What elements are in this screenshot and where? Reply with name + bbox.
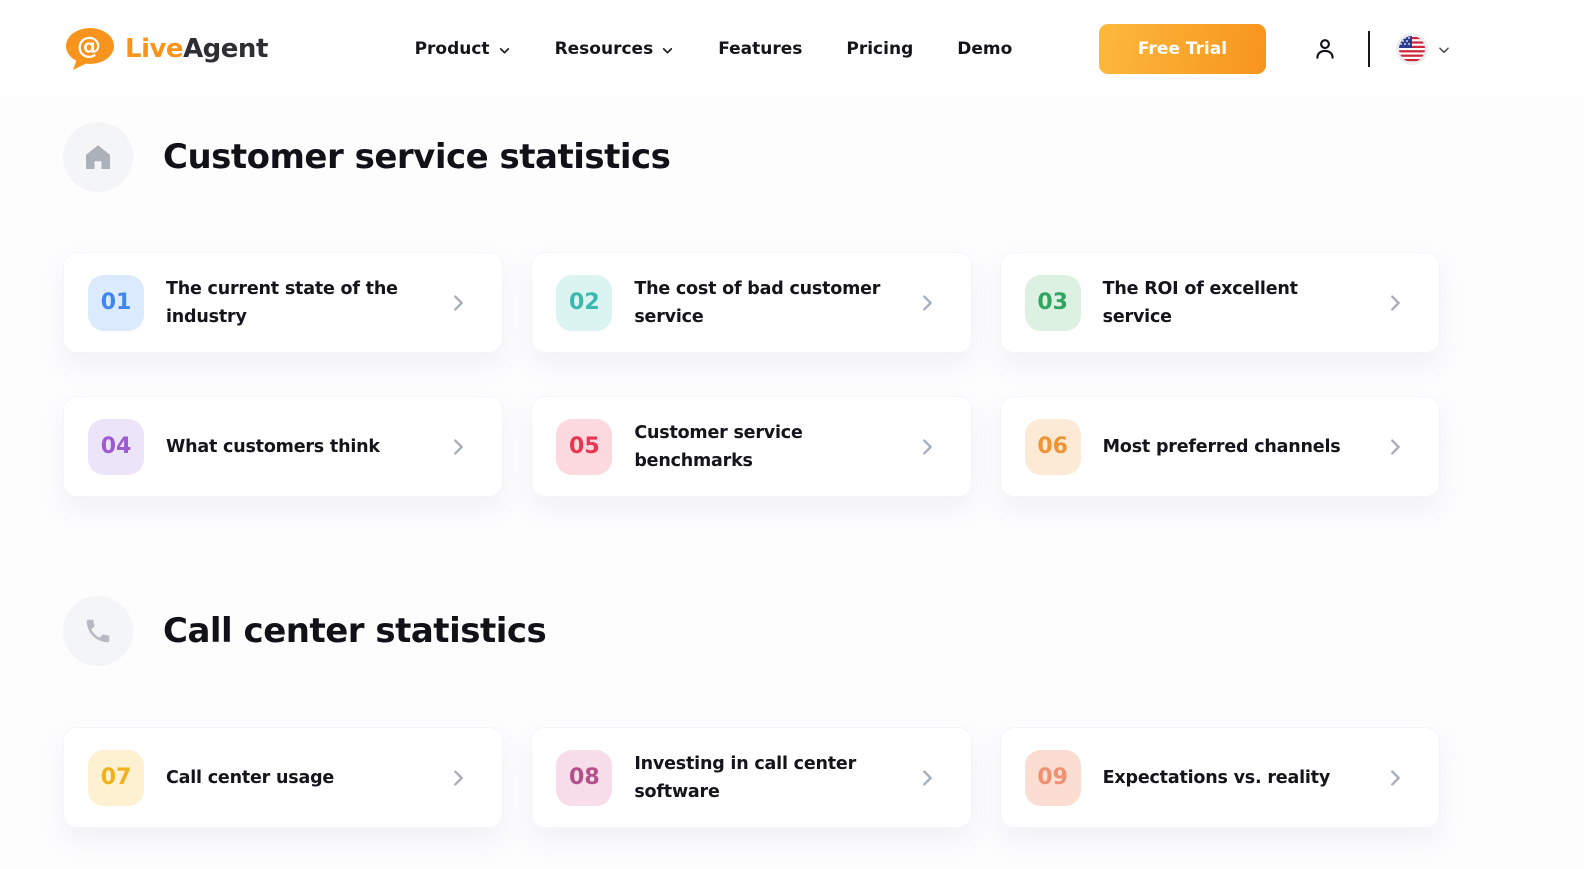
card-number-badge: 08 [556, 749, 613, 806]
card-title: The current state of the industry [166, 278, 398, 327]
chevron-right-icon [916, 436, 938, 458]
nav-label-product: Product [414, 38, 490, 59]
card-number-badge: 09 [1024, 749, 1081, 806]
section-title: Call center statistics [163, 611, 547, 651]
card-title: Call center usage [166, 767, 335, 788]
chevron-down-icon [661, 42, 674, 55]
free-trial-button[interactable]: Free Trial [1098, 23, 1266, 74]
chevron-down-icon [498, 42, 511, 55]
chevron-right-icon [1384, 436, 1406, 458]
liveagent-bubble-icon: @ [63, 27, 115, 71]
nav-label-pricing: Pricing [846, 38, 914, 59]
account-person-icon[interactable] [1312, 36, 1338, 62]
card-expectations-vs-reality[interactable]: 09 Expectations vs. reality [999, 727, 1440, 828]
language-selector[interactable] [1395, 32, 1450, 65]
section-call-center: Call center statistics [63, 596, 1440, 666]
card-title: The ROI of excellent service [1102, 278, 1298, 327]
nav-item-resources[interactable]: Resources [555, 39, 675, 59]
chevron-right-icon [447, 292, 469, 314]
chevron-down-icon [1437, 42, 1450, 55]
us-flag-icon [1395, 32, 1428, 65]
card-title: Most preferred channels [1102, 436, 1341, 457]
card-number-badge: 06 [1024, 418, 1081, 475]
page-content: Customer service statistics 01 The curre… [63, 122, 1440, 828]
card-title: The cost of bad customer service [634, 278, 881, 327]
card-number-badge: 03 [1024, 274, 1081, 331]
nav-label-features: Features [718, 38, 803, 59]
card-investing-in-software[interactable]: 08 Investing in call center software [531, 727, 972, 828]
nav-item-product[interactable]: Product [415, 39, 511, 59]
chevron-right-icon [1384, 767, 1406, 789]
card-title: Expectations vs. reality [1102, 767, 1331, 788]
chevron-right-icon [447, 436, 469, 458]
section-customer-service: Customer service statistics [63, 122, 1440, 192]
card-number-badge: 01 [88, 274, 144, 331]
top-navigation-bar: @ LiveAgent Product Resources Features P… [0, 0, 1584, 97]
nav-item-demo[interactable]: Demo [957, 39, 1012, 59]
phone-icon [63, 596, 133, 666]
card-most-preferred-channels[interactable]: 06 Most preferred channels [999, 396, 1440, 497]
main-nav: Product Resources Features Pricing Demo [355, 39, 1013, 59]
card-current-state-of-industry[interactable]: 01 The current state of the industry [63, 252, 504, 353]
card-title: Investing in call center software [634, 753, 857, 802]
call-center-cards: 07 Call center usage 08 Investing in cal… [63, 727, 1440, 828]
liveagent-logo[interactable]: @ LiveAgent [63, 27, 268, 71]
card-service-benchmarks[interactable]: 05 Customer service benchmarks [531, 396, 972, 497]
chevron-right-icon [916, 767, 938, 789]
chevron-right-icon [916, 292, 938, 314]
card-number-badge: 07 [88, 749, 144, 806]
nav-label-demo: Demo [957, 38, 1013, 59]
card-cost-of-bad-service[interactable]: 02 The cost of bad customer service [531, 252, 972, 353]
liveagent-wordmark: LiveAgent [125, 33, 268, 64]
card-number-badge: 04 [88, 418, 144, 475]
card-roi-of-excellent-service[interactable]: 03 The ROI of excellent service [999, 252, 1440, 353]
customer-service-cards: 01 The current state of the industry 02 … [63, 252, 1440, 497]
chevron-right-icon [447, 767, 469, 789]
svg-text:@: @ [77, 32, 101, 60]
card-title: Customer service benchmarks [634, 422, 803, 471]
nav-label-resources: Resources [554, 38, 654, 59]
card-call-center-usage[interactable]: 07 Call center usage [63, 727, 504, 828]
card-title: What customers think [166, 436, 380, 457]
section-title: Customer service statistics [163, 137, 671, 177]
card-number-badge: 05 [556, 418, 613, 475]
card-what-customers-think[interactable]: 04 What customers think [63, 396, 504, 497]
card-number-badge: 02 [556, 274, 613, 331]
chevron-right-icon [1384, 292, 1406, 314]
home-icon [63, 122, 133, 192]
nav-item-pricing[interactable]: Pricing [846, 39, 913, 59]
header-right-cluster: Free Trial [1098, 23, 1450, 74]
header-divider [1367, 30, 1370, 67]
nav-item-features[interactable]: Features [718, 39, 802, 59]
